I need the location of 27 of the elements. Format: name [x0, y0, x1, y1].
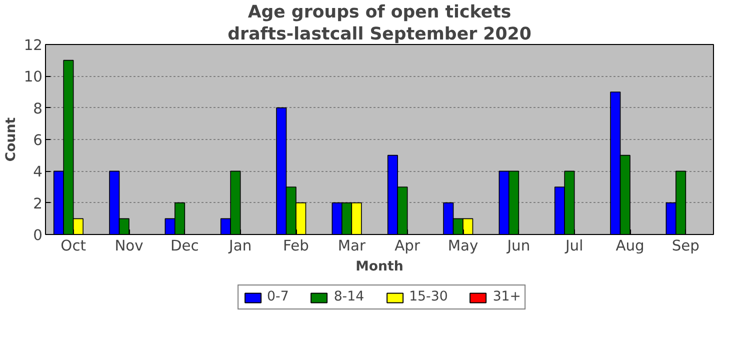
- x-tick-label: Feb: [283, 238, 309, 254]
- chart-subtitle: drafts-lastcall September 2020: [228, 24, 532, 44]
- y-tick-label: 4: [33, 164, 43, 181]
- chart-title: Age groups of open tickets: [248, 2, 512, 22]
- legend-label: 0-7: [267, 290, 289, 304]
- x-tick-label: Jan: [228, 238, 252, 254]
- y-tick-label: 2: [33, 195, 43, 212]
- x-tick-label: Mar: [338, 238, 366, 254]
- x-tick-label: Apr: [394, 238, 421, 254]
- legend-label: 15-30: [409, 290, 448, 304]
- legend-label: 8-14: [334, 290, 364, 304]
- x-tick-label: Sep: [672, 238, 700, 254]
- y-tick-label: 10: [24, 68, 43, 86]
- x-tick-label: Jun: [506, 238, 530, 254]
- x-tick-label: Dec: [170, 238, 199, 254]
- x-tick-label: Oct: [60, 238, 86, 254]
- y-tick-label: 12: [24, 37, 43, 54]
- y-tick-label: 0: [33, 227, 43, 244]
- y-axis-title: Count: [4, 116, 19, 162]
- x-tick-label: Jul: [564, 238, 584, 254]
- x-tick-label: Aug: [616, 238, 644, 254]
- x-axis-title: Month: [356, 260, 404, 274]
- y-tick-label: 6: [33, 132, 43, 149]
- legend-label: 31+: [492, 290, 521, 304]
- x-tick-label: May: [448, 238, 478, 254]
- x-tick-label: Nov: [114, 238, 144, 254]
- y-tick-label: 8: [33, 100, 43, 118]
